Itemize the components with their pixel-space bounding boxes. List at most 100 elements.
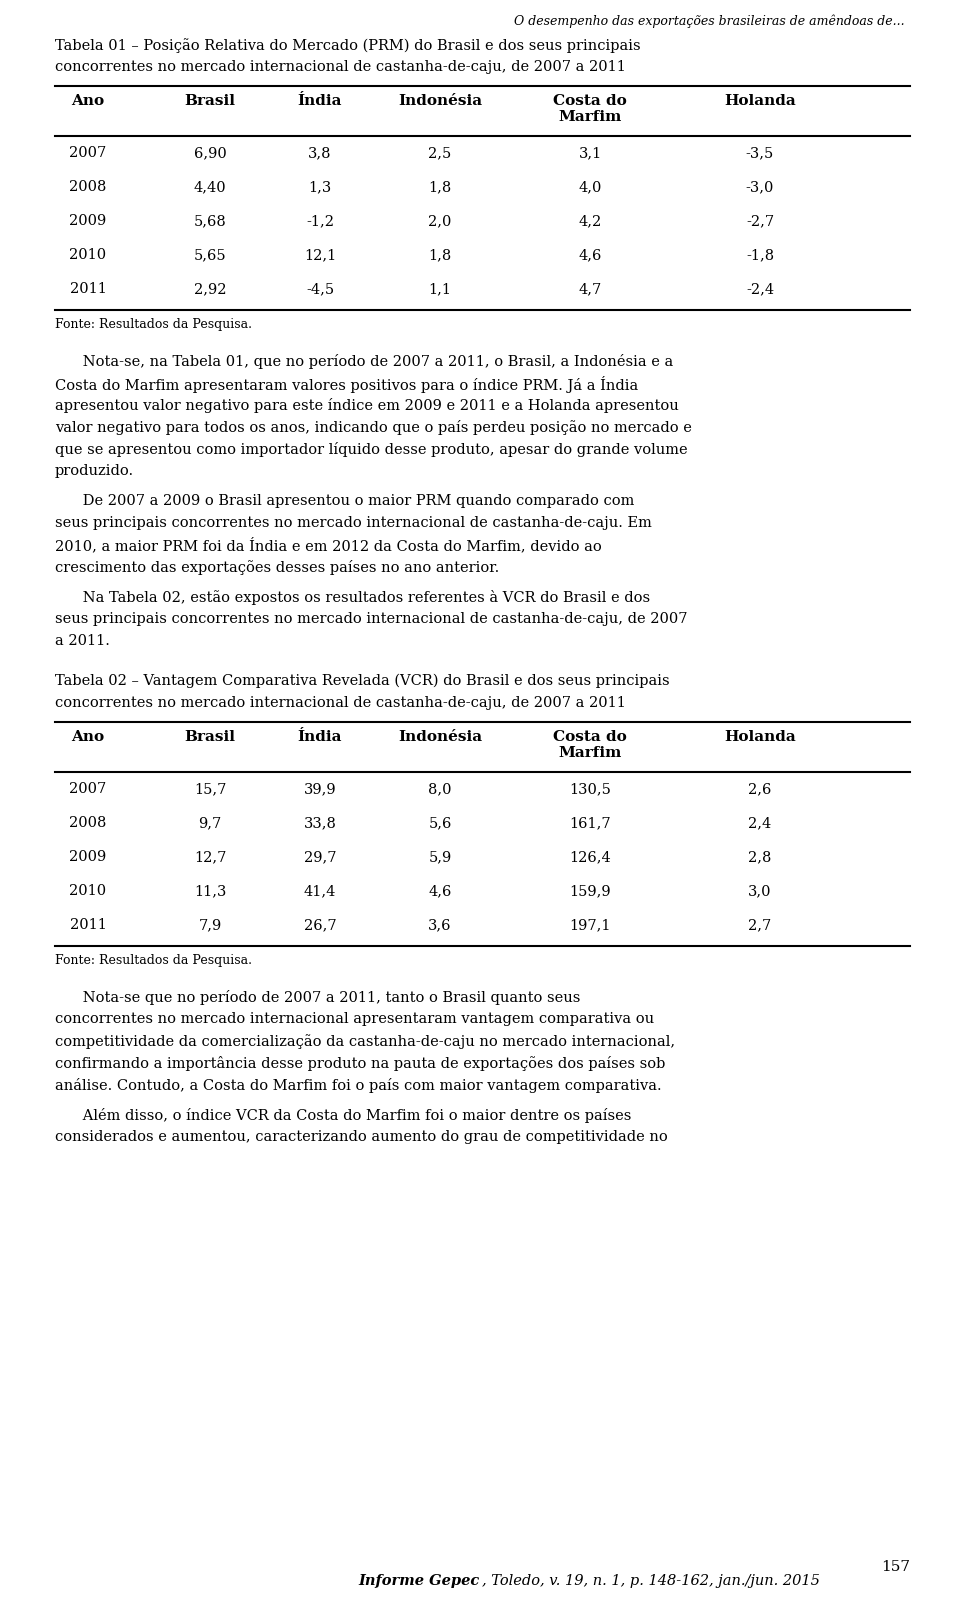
Text: Além disso, o índice VCR da Costa do Marfim foi o maior dentre os países: Além disso, o índice VCR da Costa do Mar… [55,1108,632,1123]
Text: produzido.: produzido. [55,465,134,478]
Text: seus principais concorrentes no mercado internacional de castanha-de-caju. Em: seus principais concorrentes no mercado … [55,516,652,530]
Text: 4,6: 4,6 [578,248,602,262]
Text: Nota-se que no período de 2007 a 2011, tanto o Brasil quanto seus: Nota-se que no período de 2007 a 2011, t… [55,990,581,1005]
Text: Holanda: Holanda [724,730,796,744]
Text: 26,7: 26,7 [303,918,336,933]
Text: -1,2: -1,2 [306,214,334,228]
Text: Tabela 01 – Posição Relativa do Mercado (PRM) do Brasil e dos seus principais: Tabela 01 – Posição Relativa do Mercado … [55,38,640,53]
Text: seus principais concorrentes no mercado internacional de castanha-de-caju, de 20: seus principais concorrentes no mercado … [55,612,687,626]
Text: -3,0: -3,0 [746,180,774,193]
Text: apresentou valor negativo para este índice em 2009 e 2011 e a Holanda apresentou: apresentou valor negativo para este índi… [55,398,679,414]
Text: Indonésia: Indonésia [398,94,482,109]
Text: análise. Contudo, a Costa do Marfim foi o país com maior vantagem comparativa.: análise. Contudo, a Costa do Marfim foi … [55,1078,661,1092]
Text: 2007: 2007 [69,783,107,795]
Text: Brasil: Brasil [184,730,235,744]
Text: 11,3: 11,3 [194,885,227,898]
Text: -2,4: -2,4 [746,283,774,295]
Text: 5,65: 5,65 [194,248,227,262]
Text: 4,2: 4,2 [578,214,602,228]
Text: Índia: Índia [298,730,343,744]
Text: 2,0: 2,0 [428,214,452,228]
Text: -4,5: -4,5 [306,283,334,295]
Text: 4,6: 4,6 [428,885,452,898]
Text: Fonte: Resultados da Pesquisa.: Fonte: Resultados da Pesquisa. [55,318,252,331]
Text: 126,4: 126,4 [569,850,611,864]
Text: concorrentes no mercado internacional apresentaram vantagem comparativa ou: concorrentes no mercado internacional ap… [55,1012,654,1025]
Text: 12,7: 12,7 [194,850,227,864]
Text: 2007: 2007 [69,145,107,160]
Text: 157: 157 [881,1560,910,1575]
Text: 2010: 2010 [69,248,107,262]
Text: De 2007 a 2009 o Brasil apresentou o maior PRM quando comparado com: De 2007 a 2009 o Brasil apresentou o mai… [55,493,635,508]
Text: 29,7: 29,7 [303,850,336,864]
Text: 2011: 2011 [69,918,107,933]
Text: Fonte: Resultados da Pesquisa.: Fonte: Resultados da Pesquisa. [55,953,252,968]
Text: Costa do
Marfim: Costa do Marfim [553,730,627,760]
Text: 2009: 2009 [69,850,107,864]
Text: 2008: 2008 [69,816,107,830]
Text: 7,9: 7,9 [199,918,222,933]
Text: concorrentes no mercado internacional de castanha-de-caju, de 2007 a 2011: concorrentes no mercado internacional de… [55,61,626,73]
Text: 197,1: 197,1 [569,918,611,933]
Text: O desempenho das exportações brasileiras de amêndoas de...: O desempenho das exportações brasileiras… [515,14,905,27]
Text: 15,7: 15,7 [194,783,227,795]
Text: Costa do
Marfim: Costa do Marfim [553,94,627,123]
Text: 161,7: 161,7 [569,816,611,830]
Text: 5,6: 5,6 [428,816,452,830]
Text: considerados e aumentou, caracterizando aumento do grau de competitividade no: considerados e aumentou, caracterizando … [55,1131,668,1143]
Text: 159,9: 159,9 [569,885,611,898]
Text: Brasil: Brasil [184,94,235,109]
Text: 1,8: 1,8 [428,180,451,193]
Text: competitividade da comercialização da castanha-de-caju no mercado internacional,: competitividade da comercialização da ca… [55,1033,675,1049]
Text: Informe Gepec: Informe Gepec [359,1575,480,1587]
Text: valor negativo para todos os anos, indicando que o país perdeu posição no mercad: valor negativo para todos os anos, indic… [55,420,692,434]
Text: 2,6: 2,6 [748,783,772,795]
Text: 1,1: 1,1 [428,283,451,295]
Text: Tabela 02 – Vantagem Comparativa Revelada (VCR) do Brasil e dos seus principais: Tabela 02 – Vantagem Comparativa Revelad… [55,674,670,688]
Text: 2,8: 2,8 [748,850,772,864]
Text: Indonésia: Indonésia [398,730,482,744]
Text: 1,8: 1,8 [428,248,451,262]
Text: 41,4: 41,4 [303,885,336,898]
Text: 5,68: 5,68 [194,214,227,228]
Text: Índia: Índia [298,94,343,109]
Text: 3,1: 3,1 [578,145,602,160]
Text: -3,5: -3,5 [746,145,774,160]
Text: Holanda: Holanda [724,94,796,109]
Text: Ano: Ano [71,730,105,744]
Text: confirmando a importância desse produto na pauta de exportações dos países sob: confirmando a importância desse produto … [55,1056,665,1072]
Text: Nota-se, na Tabela 01, que no período de 2007 a 2011, o Brasil, a Indonésia e a: Nota-se, na Tabela 01, que no período de… [55,355,673,369]
Text: -2,7: -2,7 [746,214,774,228]
Text: 39,9: 39,9 [303,783,336,795]
Text: 2,5: 2,5 [428,145,451,160]
Text: 2,7: 2,7 [749,918,772,933]
Text: a 2011.: a 2011. [55,634,109,648]
Text: 9,7: 9,7 [199,816,222,830]
Text: 3,8: 3,8 [308,145,332,160]
Text: 8,0: 8,0 [428,783,452,795]
Text: 2009: 2009 [69,214,107,228]
Text: 5,9: 5,9 [428,850,451,864]
Text: -1,8: -1,8 [746,248,774,262]
Text: 1,3: 1,3 [308,180,331,193]
Text: 4,0: 4,0 [578,180,602,193]
Text: Ano: Ano [71,94,105,109]
Text: Na Tabela 02, estão expostos os resultados referentes à VCR do Brasil e dos: Na Tabela 02, estão expostos os resultad… [55,589,650,605]
Text: 33,8: 33,8 [303,816,336,830]
Text: 12,1: 12,1 [304,248,336,262]
Text: 2008: 2008 [69,180,107,193]
Text: 2,4: 2,4 [749,816,772,830]
Text: Costa do Marfim apresentaram valores positivos para o índice PRM. Já a Índia: Costa do Marfim apresentaram valores pos… [55,375,638,393]
Text: 4,7: 4,7 [578,283,602,295]
Text: 130,5: 130,5 [569,783,611,795]
Text: 2,92: 2,92 [194,283,227,295]
Text: crescimento das exportações desses países no ano anterior.: crescimento das exportações desses paíse… [55,561,499,575]
Text: 2011: 2011 [69,283,107,295]
Text: , Toledo, v. 19, n. 1, p. 148-162, jan./jun. 2015: , Toledo, v. 19, n. 1, p. 148-162, jan./… [482,1575,820,1587]
Text: 6,90: 6,90 [194,145,227,160]
Text: 3,6: 3,6 [428,918,452,933]
Text: que se apresentou como importador líquido desse produto, apesar do grande volume: que se apresentou como importador líquid… [55,442,687,457]
Text: 4,40: 4,40 [194,180,227,193]
Text: concorrentes no mercado internacional de castanha-de-caju, de 2007 a 2011: concorrentes no mercado internacional de… [55,696,626,711]
Text: 2010, a maior PRM foi da Índia e em 2012 da Costa do Marfim, devido ao: 2010, a maior PRM foi da Índia e em 2012… [55,538,602,554]
